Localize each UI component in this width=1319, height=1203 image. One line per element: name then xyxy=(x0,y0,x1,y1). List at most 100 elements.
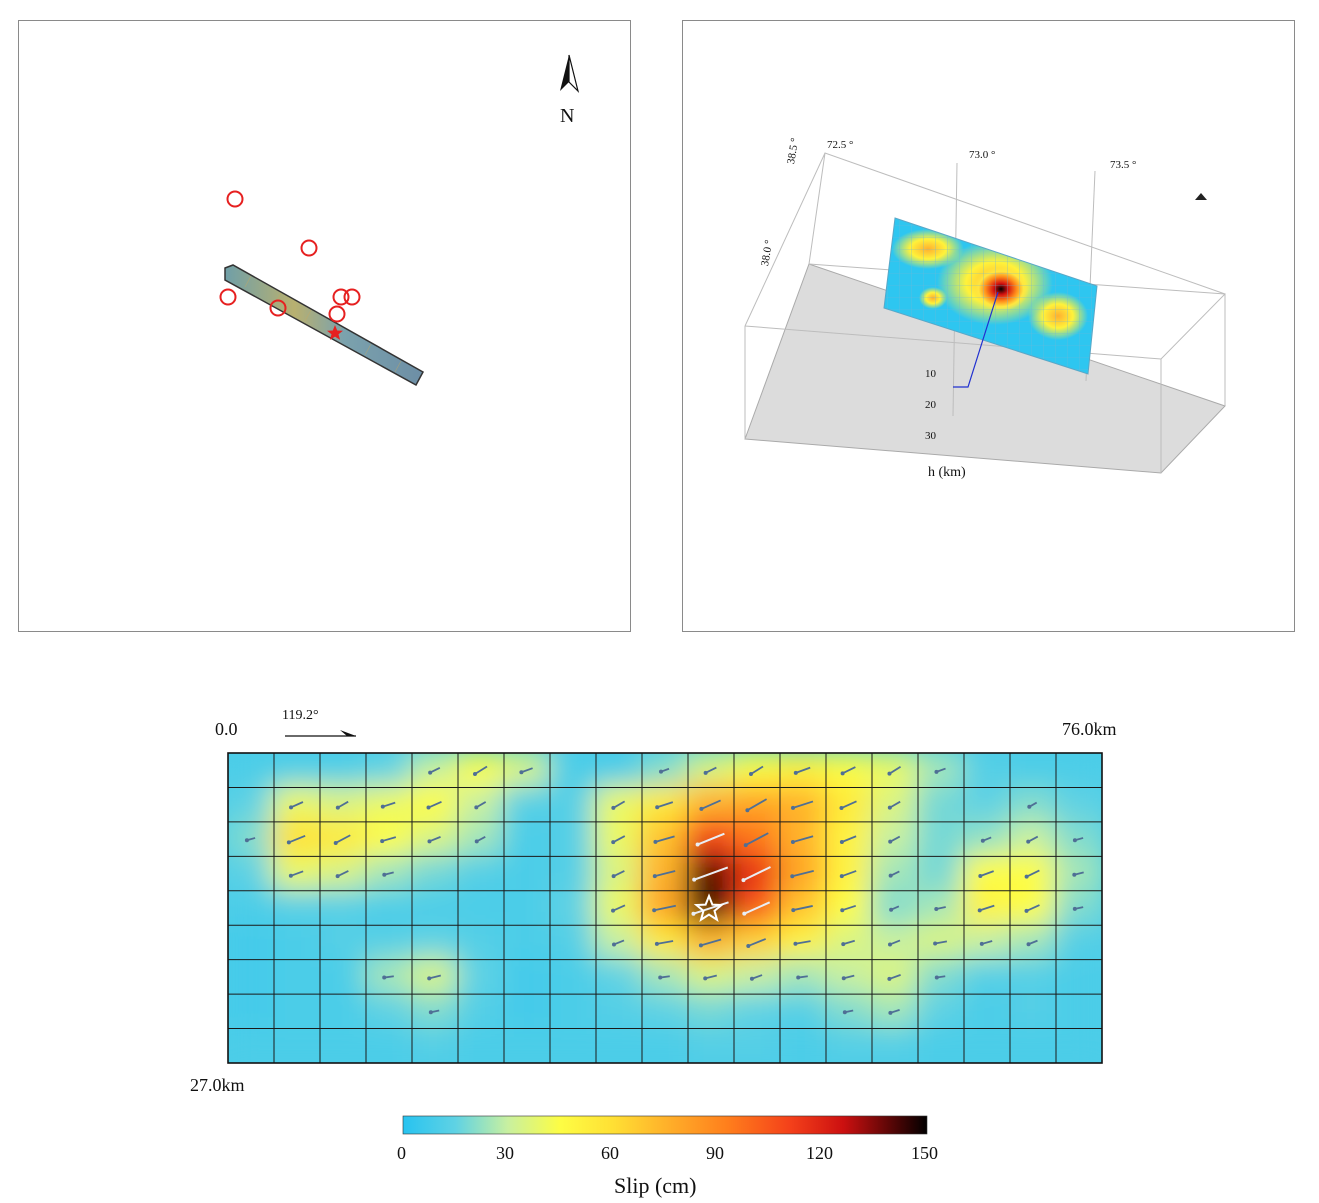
rake-arrow xyxy=(889,800,901,809)
rake-arrow-head xyxy=(472,771,477,776)
rake-arrow xyxy=(384,975,394,979)
rake-arrow xyxy=(290,870,304,877)
aftershock-circle xyxy=(300,239,318,257)
rake-arrow-head xyxy=(1072,872,1077,877)
colorbar-tick: 120 xyxy=(806,1143,833,1163)
rake-arrow xyxy=(701,799,721,810)
rake-arrow xyxy=(841,835,857,843)
rake-arrow xyxy=(429,767,441,774)
rake-arrow-head xyxy=(979,941,984,946)
rake-arrow-head xyxy=(1026,942,1031,947)
slip-cell xyxy=(548,854,598,893)
slip-cell xyxy=(824,785,874,824)
rake-arrow-head xyxy=(842,1010,847,1015)
slip-cell xyxy=(364,785,414,824)
rake-arrow-head xyxy=(791,805,796,810)
rake-arrow-head xyxy=(611,874,616,879)
colorbar-tick: 60 xyxy=(601,1143,619,1163)
slip-cell xyxy=(1054,819,1102,859)
colorbar-tick: 30 xyxy=(496,1143,514,1163)
slip-cell xyxy=(824,1026,874,1063)
rake-arrow xyxy=(660,767,670,773)
slip-cell xyxy=(502,1026,552,1063)
rake-arrow xyxy=(693,866,729,881)
slip-cell xyxy=(1054,957,1102,997)
rake-arrow-head xyxy=(746,943,751,948)
rake-arrow xyxy=(982,836,992,842)
slip-cell xyxy=(870,923,920,962)
rake-arrow-head xyxy=(888,873,893,878)
slip-cell xyxy=(916,923,966,962)
rake-arrow-head xyxy=(742,911,747,916)
rake-arrow-head xyxy=(887,976,892,981)
rake-arrow xyxy=(474,765,488,775)
slip-cell xyxy=(732,992,782,1031)
slip-cell xyxy=(318,957,368,997)
rake-arrow xyxy=(653,904,677,912)
slip-cell xyxy=(916,785,966,824)
slip-cell xyxy=(594,819,644,859)
slip-cell xyxy=(318,923,368,962)
rake-arrow-head xyxy=(978,873,983,878)
slip-cell xyxy=(456,923,506,962)
slip-cell xyxy=(732,888,782,928)
rake-arrow xyxy=(798,975,808,979)
rake-arrow xyxy=(337,870,349,877)
strike-label: 119.2° xyxy=(282,708,319,723)
rake-arrow xyxy=(693,901,729,915)
rake-arrow-head xyxy=(703,976,708,981)
slip-cell xyxy=(916,957,966,997)
rake-arrow xyxy=(1026,869,1040,878)
rake-arrow-head xyxy=(474,839,479,844)
rake-arrow xyxy=(792,870,814,878)
slip-cell xyxy=(272,753,322,790)
rake-arrow-head xyxy=(888,839,893,844)
slip-cell xyxy=(1054,785,1102,824)
slip-cell xyxy=(870,1026,920,1063)
slip-cell xyxy=(272,854,322,893)
rake-arrow xyxy=(288,834,306,844)
rake-arrow xyxy=(428,974,442,980)
slip-cell xyxy=(1008,888,1058,928)
rake-arrow xyxy=(890,870,900,877)
slip-cell xyxy=(686,992,736,1031)
slip-cell xyxy=(548,819,598,859)
rake-arrow xyxy=(697,832,725,846)
slip-cell xyxy=(318,1026,368,1063)
slip-cell xyxy=(318,753,368,790)
rake-arrow-head xyxy=(653,839,658,844)
rake-arrow-head xyxy=(427,976,432,981)
slip-cell xyxy=(272,923,322,962)
rake-arrow xyxy=(384,871,394,876)
rake-arrow xyxy=(700,938,722,947)
slip-cell xyxy=(916,819,966,859)
rake-arrow xyxy=(981,940,993,945)
slip-cell xyxy=(410,957,460,997)
rake-arrow-head xyxy=(745,808,750,813)
slip-cell xyxy=(502,957,552,997)
rake-arrow-head xyxy=(796,975,801,980)
slip-cell xyxy=(548,992,598,1031)
rake-arrow xyxy=(751,974,763,980)
rake-arrow-head xyxy=(887,771,892,776)
slip-cell xyxy=(962,1026,1012,1063)
rake-arrow xyxy=(792,835,814,843)
slip-cell xyxy=(364,753,414,790)
slip-cell xyxy=(318,888,368,928)
rake-arrow-head xyxy=(980,838,985,843)
slip-cell xyxy=(410,819,460,859)
slip-cell xyxy=(318,992,368,1031)
slip-cell xyxy=(594,957,644,997)
slip-cell xyxy=(410,992,460,1031)
lon-tick-1: 72.5 ° xyxy=(827,139,854,151)
rake-arrow xyxy=(844,1009,854,1014)
slip-cell xyxy=(410,753,460,790)
slip-cell xyxy=(824,888,874,928)
rake-arrow-head xyxy=(1026,839,1031,844)
slip-cell xyxy=(410,923,460,962)
slip-cell xyxy=(778,923,828,962)
rake-arrow-head xyxy=(244,838,249,843)
slip-cell xyxy=(548,923,598,962)
rake-arrow-head xyxy=(839,874,844,879)
rake-arrow-head xyxy=(889,907,894,912)
